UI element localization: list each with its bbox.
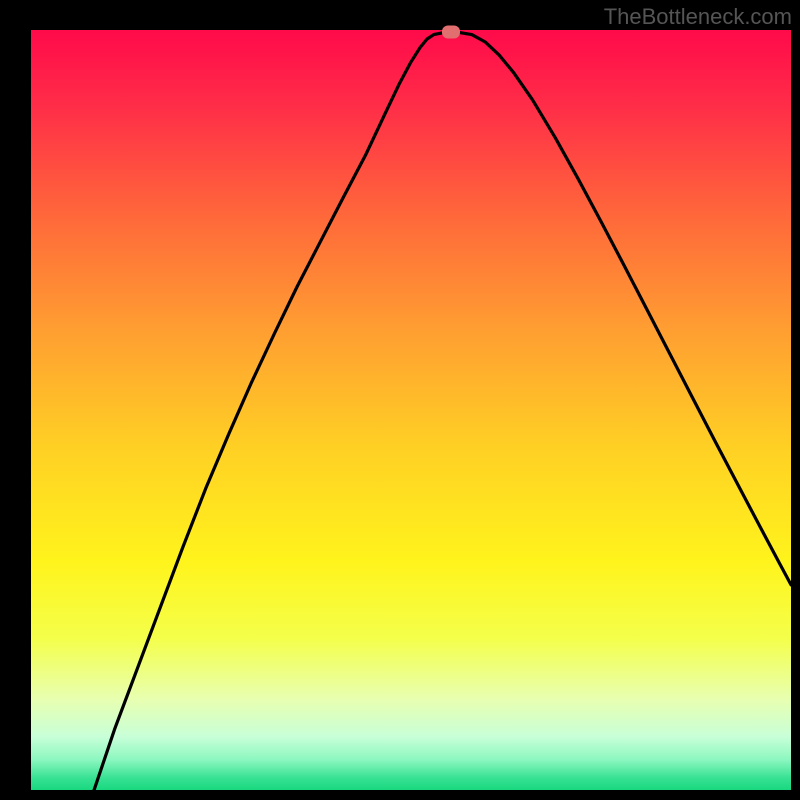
gradient-background bbox=[31, 30, 791, 790]
chart-container: TheBottleneck.com bbox=[0, 0, 800, 800]
plot-area bbox=[31, 30, 791, 790]
min-marker bbox=[442, 26, 460, 39]
watermark-text: TheBottleneck.com bbox=[604, 4, 792, 30]
